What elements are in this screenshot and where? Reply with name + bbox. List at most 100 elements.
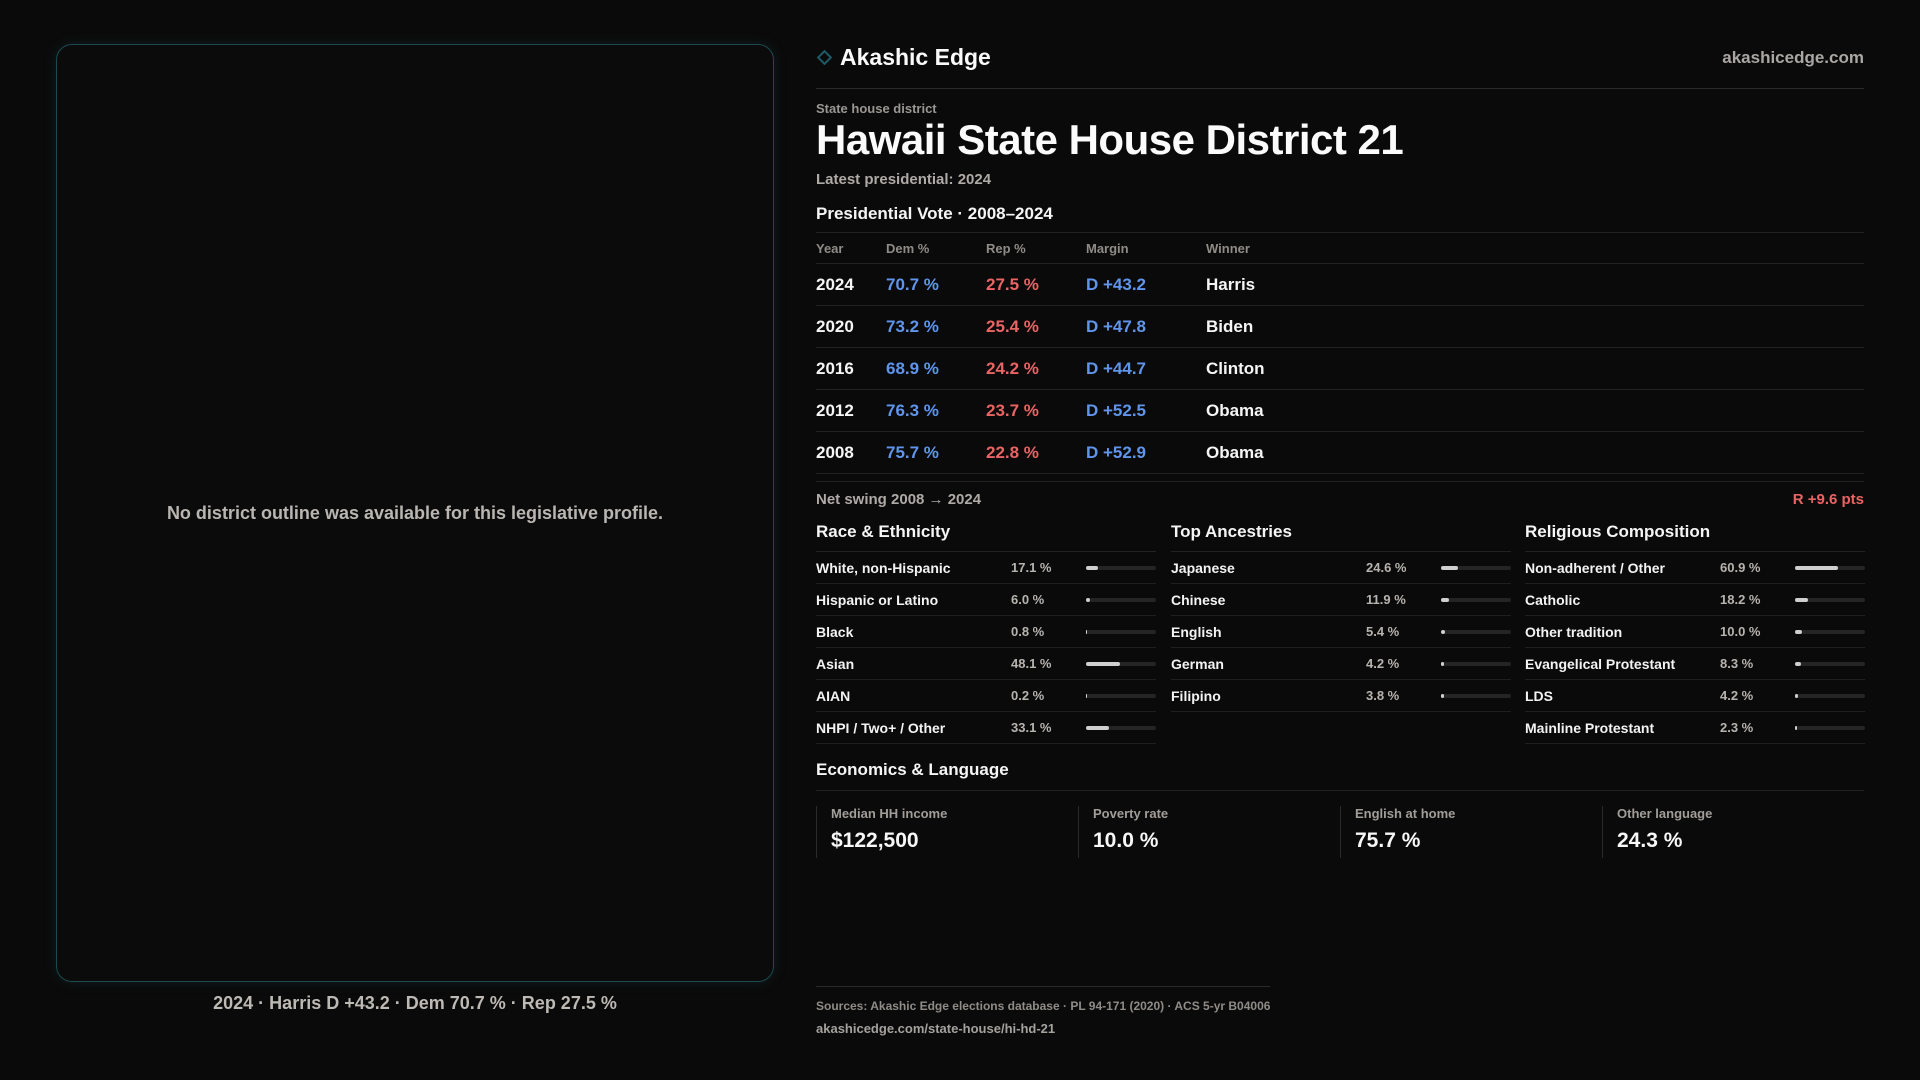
share-bar [1086,597,1156,602]
item-label: Hispanic or Latino [816,591,939,608]
share-bar-fill [1441,629,1445,634]
cell-rep: 27.5 % [986,274,1039,294]
item-value: 33.1 % [1011,720,1052,735]
list-item: Asian 48.1 % [816,648,1156,680]
net-swing-value: R +9.6 pts [1792,490,1864,508]
race-ethnicity-title: Race & Ethnicity [816,521,1156,552]
share-bar [1441,629,1511,634]
cell-margin: D +47.8 [1086,316,1147,336]
item-label: Japanese [1171,559,1235,576]
item-label: LDS [1525,687,1553,704]
cell-margin: D +52.5 [1086,400,1147,420]
share-bar-fill [1441,693,1444,698]
list-item: NHPI / Two+ / Other 33.1 % [816,712,1156,744]
table-row: 2024 70.7 % 27.5 % D +43.2 Harris [816,264,1864,306]
presidential-vote-table: Year Dem % Rep % Margin Winner 2024 70.7 … [816,232,1864,474]
net-swing-row: Net swing 2008 → 2024 R +9.6 pts [816,481,1864,516]
item-value: 0.8 % [1011,624,1045,639]
list-item: German 4.2 % [1171,648,1511,680]
item-label: Evangelical Protestant [1525,655,1676,672]
share-bar [1795,629,1865,634]
share-bar-fill [1795,661,1801,666]
econ-stat-label: Other language [1617,806,1713,821]
sources-text: Sources: Akashic Edge elections database… [816,999,1271,1013]
table-row: 2008 75.7 % 22.8 % D +52.9 Obama [816,432,1864,474]
cell-year: 2012 [816,400,854,420]
share-bar-fill [1441,597,1450,602]
item-label: Chinese [1171,591,1226,608]
list-item: Mainline Protestant 2.3 % [1525,712,1865,744]
econ-stat-value: 75.7 % [1355,829,1421,852]
share-bar [1795,725,1865,730]
list-item: LDS 4.2 % [1525,680,1865,712]
item-value: 11.9 % [1366,592,1406,607]
item-value: 2.3 % [1720,720,1754,735]
list-item: English 5.4 % [1171,616,1511,648]
item-value: 48.1 % [1011,656,1052,671]
cell-margin: D +43.2 [1086,274,1147,294]
share-bar [1795,693,1865,698]
item-label: Other tradition [1525,623,1623,640]
brand-name: Akashic Edge [840,44,991,70]
share-bar [1086,661,1156,666]
item-label: Catholic [1525,591,1581,608]
item-label: Black [816,623,854,640]
cell-rep: 22.8 % [986,442,1039,462]
share-bar [1441,693,1511,698]
share-bar-fill [1086,565,1098,570]
econ-stat-value: 24.3 % [1617,829,1683,852]
item-value: 0.2 % [1011,688,1045,703]
item-value: 3.8 % [1366,688,1400,703]
share-bar-fill [1795,693,1798,698]
cell-dem: 75.7 % [886,442,939,462]
item-value: 10.0 % [1720,624,1761,639]
presidential-vote-title: Presidential Vote · 2008–2024 [816,204,1053,223]
share-bar-fill [1441,661,1444,666]
economics-grid: Median HH income $122,500 Poverty rate 10.0… [816,806,1864,858]
share-bar-fill [1441,565,1459,570]
share-bar-fill [1795,629,1802,634]
econ-stat: Other language 24.3 % [1602,806,1864,858]
top-ancestries-panel: Top Ancestries Japanese 24.6 % Chinese 11.9… [1171,521,1511,712]
cell-winner: Biden [1206,316,1254,336]
cell-winner: Harris [1206,274,1256,294]
item-value: 4.2 % [1720,688,1754,703]
map-empty-message: No district outline was available for th… [166,502,664,523]
top-ancestries-title: Top Ancestries [1171,521,1511,552]
share-bar [1441,565,1511,570]
share-bar-fill [1086,629,1088,634]
site-link[interactable]: akashicedge.com [1722,48,1864,67]
econ-stat: Poverty rate 10.0 % [1078,806,1340,858]
table-header: Year Dem % Rep % Margin Winner [816,233,1864,264]
item-value: 24.6 % [1366,560,1407,575]
list-item: Chinese 11.9 % [1171,584,1511,616]
cell-winner: Obama [1206,400,1264,420]
item-label: White, non-Hispanic [816,559,951,576]
list-item: Japanese 24.6 % [1171,552,1511,584]
cell-margin: D +52.9 [1086,442,1147,462]
econ-stat: English at home 75.7 % [1340,806,1602,858]
item-label: Mainline Protestant [1525,719,1655,736]
col-rep: Rep % [986,240,1026,256]
col-dem: Dem % [886,240,930,256]
econ-stat-label: Poverty rate [1093,806,1169,821]
list-item: Catholic 18.2 % [1525,584,1865,616]
list-item: White, non-Hispanic 17.1 % [816,552,1156,584]
brand[interactable]: Akashic Edge [816,44,991,71]
table-row: 2016 68.9 % 24.2 % D +44.7 Clinton [816,348,1864,390]
cell-year: 2008 [816,442,854,462]
cell-rep: 25.4 % [986,316,1039,336]
item-value: 17.1 % [1011,560,1052,575]
cell-rep: 24.2 % [986,358,1039,378]
item-label: Non-adherent / Other [1525,559,1666,576]
item-label: AIAN [816,687,851,704]
item-value: 4.2 % [1366,656,1400,671]
share-bar-fill [1795,597,1808,602]
latest-presidential-label: Latest presidential: 2024 [816,171,992,188]
footer-url[interactable]: akashicedge.com/state-house/hi-hd-21 [816,1021,1056,1036]
item-label: German [1171,655,1224,672]
economics-language-title: Economics & Language [816,760,1864,791]
religious-composition-panel: Religious Composition Non-adherent / Oth… [1525,521,1865,744]
item-label: Filipino [1171,687,1221,704]
share-bar [1795,597,1865,602]
